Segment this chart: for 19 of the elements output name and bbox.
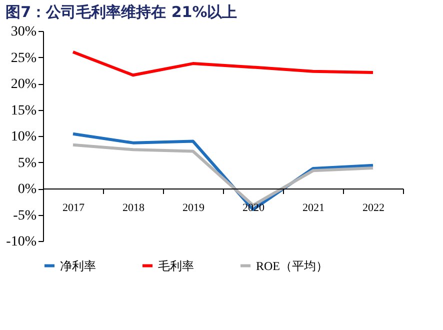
y-tick-label: 0% xyxy=(18,182,37,197)
legend-label: ROE（平均） xyxy=(256,258,328,273)
x-tick-label: 2022 xyxy=(362,202,384,214)
y-tick-label: 10% xyxy=(10,130,37,144)
y-tick-label: 5% xyxy=(18,156,37,171)
chart-title: 图7：公司毛利率维持在 21%以上 xyxy=(6,3,238,21)
x-tick-label: 2021 xyxy=(302,202,324,214)
y-tick-label: -10% xyxy=(6,234,37,250)
y-tick-label: 25% xyxy=(10,50,37,66)
line-series xyxy=(72,50,374,77)
y-tick-label: 15% xyxy=(10,103,37,118)
legend-label: 毛利率 xyxy=(158,258,194,273)
x-tick-label: 2018 xyxy=(122,202,145,214)
y-tick-label: 30% xyxy=(10,24,37,40)
x-tick-label: 2017 xyxy=(62,202,85,214)
y-tick-label: 20% xyxy=(10,77,37,92)
legend-label: 净利率 xyxy=(60,258,96,273)
x-tick-label: 2019 xyxy=(182,202,205,214)
y-tick-label: -5% xyxy=(13,208,37,224)
